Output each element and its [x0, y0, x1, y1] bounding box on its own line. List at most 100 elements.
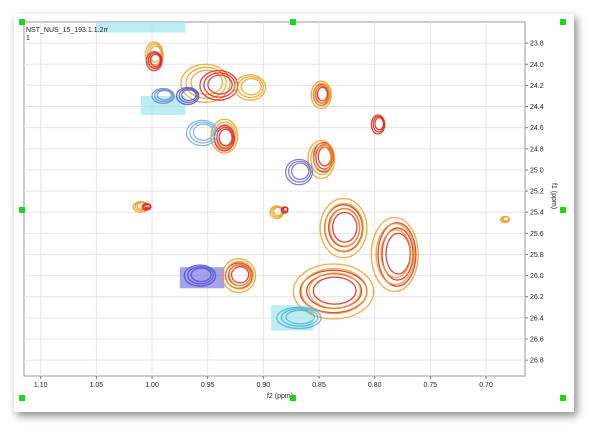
- resize-handle-bottom-left[interactable]: [19, 395, 25, 401]
- y-tick-label: 23.8: [530, 41, 544, 48]
- y-tick-label: 24.6: [530, 125, 544, 132]
- peak-contour: [315, 84, 330, 104]
- peak: [292, 263, 375, 320]
- peak-contour: [240, 77, 262, 96]
- peak: [180, 63, 231, 103]
- peak-contour: [221, 258, 257, 294]
- peak-contour: [310, 142, 334, 176]
- peak-contour: [136, 202, 148, 211]
- y-tick-label: 25.4: [530, 210, 544, 217]
- peak: [370, 114, 386, 135]
- peak-contour: [181, 89, 197, 102]
- x-axis-ticks: 1.10 1.05 1.00 0.95 0.90 0.85 0.80 0.75 0.70: [34, 376, 493, 389]
- resize-handle-top[interactable]: [290, 19, 296, 25]
- resize-handle-bottom[interactable]: [290, 395, 296, 401]
- peak-contour: [381, 227, 414, 281]
- peak-contour: [313, 145, 332, 172]
- peak: [233, 74, 267, 101]
- highlight-region: [96, 22, 186, 33]
- peak: [221, 258, 257, 294]
- y-tick-label: 24.4: [530, 104, 544, 111]
- x-tick-label: 1.10: [34, 382, 48, 389]
- peak: [377, 222, 417, 287]
- peak-contour: [190, 69, 223, 96]
- y-tick-label: 26.6: [530, 337, 544, 344]
- peak-contour: [189, 121, 217, 144]
- y-axis-ticks: 23.8 24.0 24.2 24.4 24.6 24.8 25.0 25.2 25.4 25.6…: [525, 41, 544, 365]
- peak: [141, 203, 152, 211]
- peak-contour: [230, 266, 250, 284]
- peak-contour: [156, 89, 173, 101]
- peak-contour: [374, 116, 385, 131]
- y-tick-label: 25.0: [530, 167, 544, 174]
- peak-contour: [153, 88, 174, 103]
- peak-contour: [282, 206, 289, 212]
- peak-contour: [210, 118, 239, 154]
- x-axis-title: f2 (ppm): [267, 393, 293, 400]
- peak-contour: [180, 63, 231, 103]
- peak-contour: [280, 308, 319, 327]
- peak-contour: [312, 82, 331, 107]
- x-tick-label: 1.05: [90, 382, 104, 389]
- peak-contour: [187, 265, 214, 285]
- peak: [151, 87, 175, 105]
- resize-handle-top-right[interactable]: [560, 19, 566, 25]
- peak: [183, 264, 217, 287]
- peak-contour: [290, 162, 310, 181]
- resize-handle-right[interactable]: [560, 207, 566, 213]
- peak: [319, 197, 368, 259]
- y-tick-label: 25.6: [530, 231, 544, 238]
- peak-contour: [178, 87, 199, 104]
- peak: [370, 216, 419, 293]
- peak-contour: [185, 119, 219, 147]
- peak-contour: [213, 124, 236, 152]
- peak-contour: [502, 216, 510, 222]
- peak-contour: [284, 158, 314, 186]
- peak: [499, 215, 511, 224]
- peak-contour: [319, 197, 368, 259]
- peak-contours: [132, 41, 511, 330]
- peak-contour: [151, 87, 175, 105]
- y-tick-label: 26.4: [530, 315, 544, 322]
- y-tick-label: 24.0: [530, 62, 544, 69]
- x-tick-label: 0.90: [257, 382, 271, 389]
- peak-contour: [307, 139, 336, 180]
- peak-contour: [276, 306, 322, 330]
- x-tick-label: 0.95: [201, 382, 215, 389]
- resize-handle-left[interactable]: [19, 207, 25, 213]
- peak: [284, 158, 314, 186]
- peak-contour: [233, 74, 267, 101]
- x-tick-label: 0.80: [368, 382, 382, 389]
- peak-contour: [329, 207, 361, 247]
- y-tick-label: 24.8: [530, 146, 544, 153]
- peak-contour: [144, 41, 164, 69]
- peak-contour: [308, 272, 362, 309]
- peak-contour: [292, 263, 375, 320]
- x-tick-label: 0.70: [479, 382, 493, 389]
- peak: [132, 200, 150, 213]
- peak-contour: [218, 128, 233, 147]
- peak: [185, 119, 219, 147]
- peak-contour: [190, 267, 212, 283]
- peak-contour: [312, 276, 357, 305]
- peak-contour: [146, 43, 163, 66]
- peak-contour: [310, 80, 332, 110]
- y-tick-label: 25.2: [530, 189, 544, 196]
- resize-handle-top-left[interactable]: [19, 19, 25, 25]
- resize-handle-bottom-right[interactable]: [560, 395, 566, 401]
- peak-contour: [192, 123, 214, 141]
- peak-contour: [300, 267, 368, 315]
- x-tick-label: 0.85: [312, 382, 326, 389]
- y-tick-label: 26.8: [530, 358, 544, 365]
- peak-contour: [285, 309, 316, 325]
- peak-contour: [377, 222, 417, 287]
- dataset-index: 1: [26, 35, 30, 42]
- peak: [310, 80, 332, 110]
- peak-contour: [237, 76, 265, 99]
- peak: [307, 139, 336, 180]
- peak-contour: [149, 53, 162, 68]
- x-tick-label: 0.75: [424, 382, 438, 389]
- peak-contour: [370, 216, 419, 293]
- peak: [145, 50, 163, 72]
